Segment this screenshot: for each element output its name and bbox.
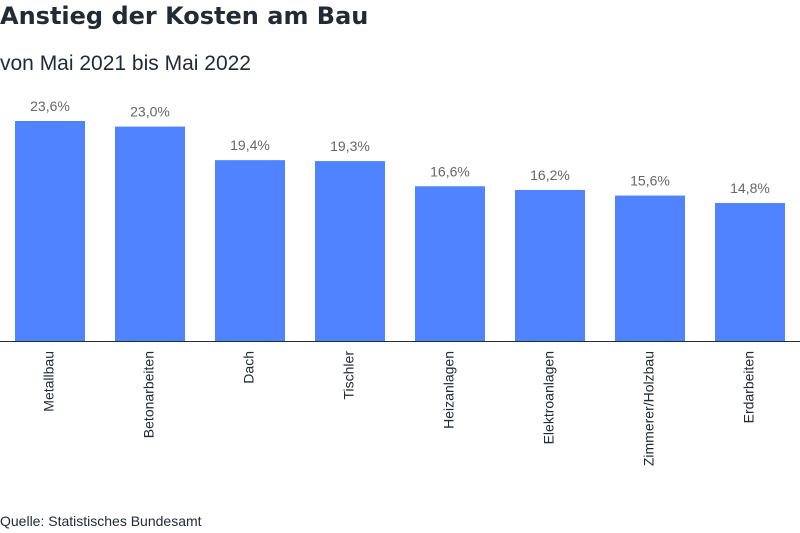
value-label: 19,3% — [330, 138, 370, 154]
value-label: 19,4% — [230, 137, 270, 153]
value-label: 14,8% — [730, 180, 770, 196]
bar-betonarbeiten — [115, 126, 185, 341]
category-label: Elektroanlagen — [541, 351, 557, 444]
value-label: 23,6% — [30, 98, 70, 114]
bar-heizanlagen — [415, 186, 485, 341]
bar-metallbau — [15, 121, 85, 341]
category-label: Tischler — [341, 351, 357, 400]
chart-subtitle: von Mai 2021 bis Mai 2022 — [0, 52, 251, 75]
chart-title: Anstieg der Kosten am Bau — [0, 2, 369, 30]
bar-zimmerer-holzbau — [615, 195, 685, 341]
bar-dach — [215, 160, 285, 341]
bar-tischler — [315, 161, 385, 341]
category-label: Heizanlagen — [441, 351, 457, 429]
category-label: Metallbau — [41, 351, 57, 412]
value-label: 16,6% — [430, 163, 470, 179]
source-note: Quelle: Statistisches Bundesamt — [0, 513, 202, 529]
value-label: 15,6% — [630, 173, 670, 189]
value-label: 23,0% — [130, 104, 170, 120]
category-label: Dach — [241, 351, 257, 384]
value-label: 16,2% — [530, 167, 570, 183]
category-label: Betonarbeiten — [141, 351, 157, 438]
bar-erdarbeiten — [715, 203, 785, 341]
category-label: Erdarbeiten — [741, 351, 757, 423]
category-label: Zimmerer/Holzbau — [641, 351, 657, 466]
bar-elektroanlagen — [515, 189, 585, 341]
